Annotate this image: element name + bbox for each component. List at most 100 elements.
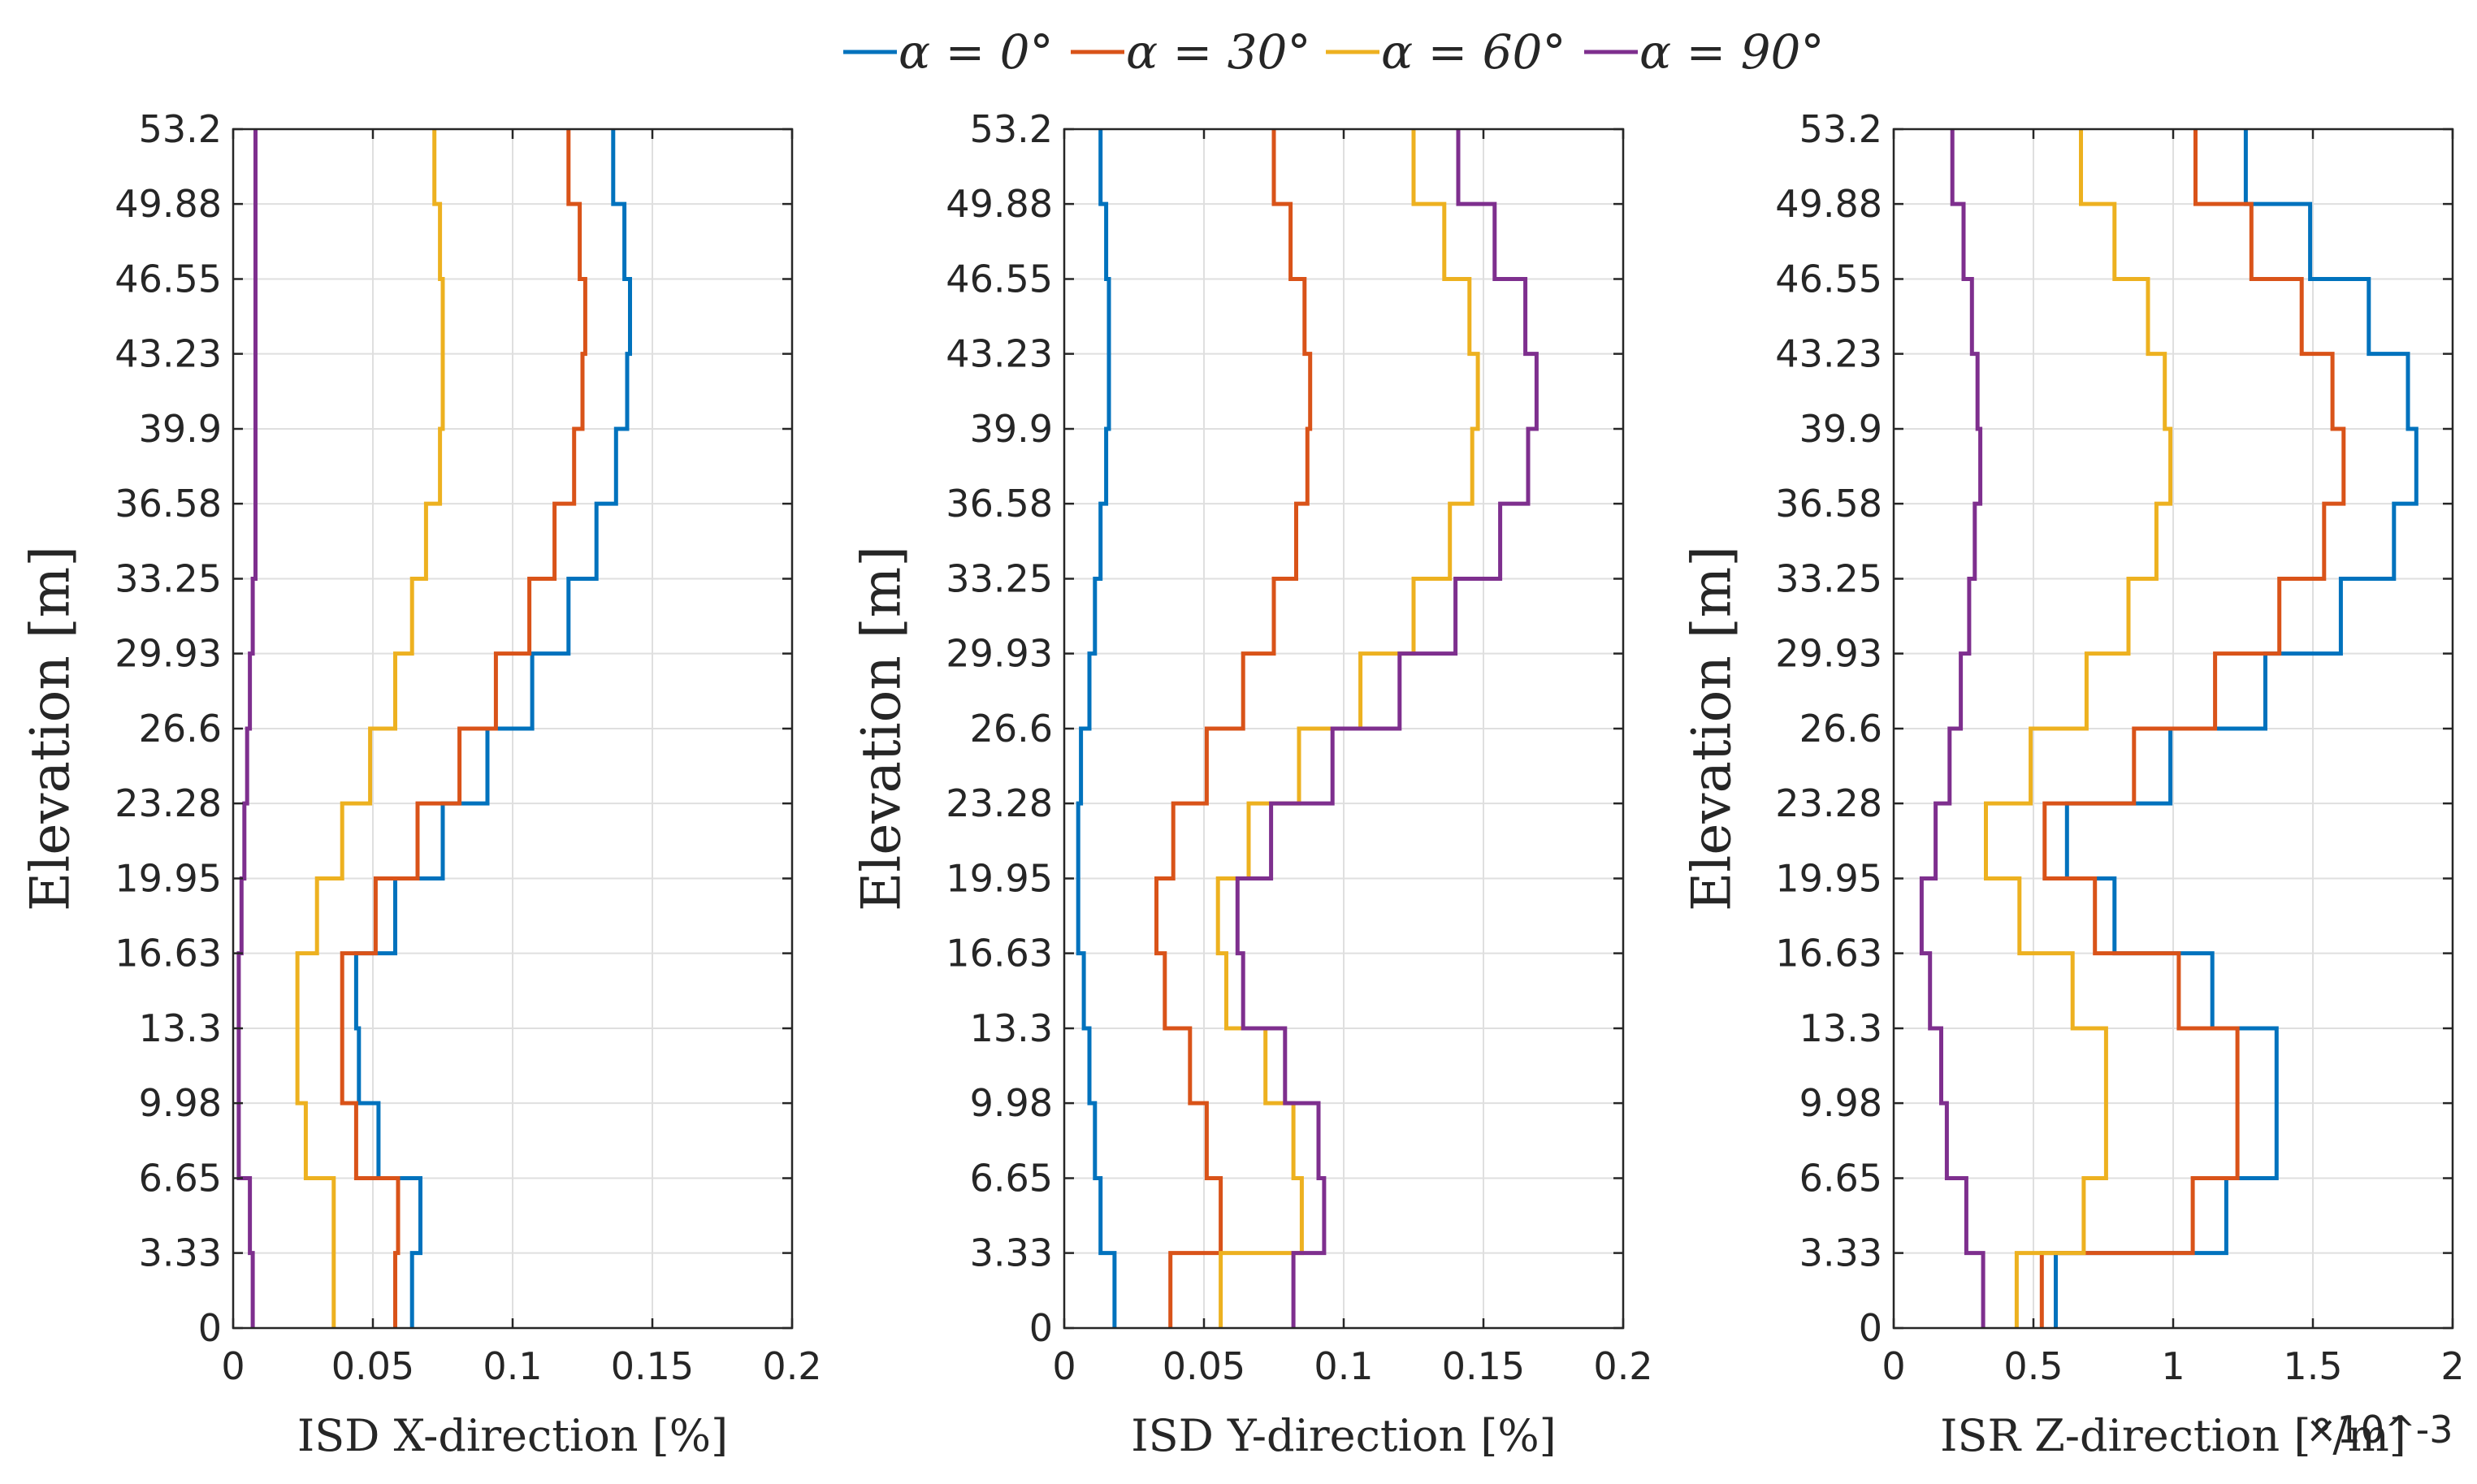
y-tick-label: 39.9 (1799, 407, 1882, 451)
x-tick-label: 0 (221, 1344, 245, 1388)
y-tick-label: 46.55 (946, 257, 1053, 301)
y-tick-label: 23.28 (946, 781, 1053, 825)
series-line-α = 60° (295, 129, 445, 1328)
y-tick-label: 33.25 (115, 557, 222, 601)
series-line-α = 30° (340, 129, 587, 1328)
y-tick-label: 53.2 (139, 107, 222, 151)
x-tick-label: 0.15 (611, 1344, 694, 1388)
y-tick-label: 23.28 (1775, 781, 1882, 825)
x-tick-label: 0 (1882, 1344, 1905, 1388)
y-tick-label: 9.98 (139, 1081, 222, 1125)
y-tick-label: 29.93 (115, 632, 222, 676)
y-tick-label: 13.3 (970, 1006, 1053, 1050)
y-tick-label: 3.33 (139, 1231, 222, 1275)
y-tick-label: 26.6 (1799, 707, 1882, 751)
y-tick-label: 0 (198, 1306, 222, 1350)
y-tick-label: 3.33 (1799, 1231, 1882, 1275)
legend: α = 0° α = 30° α = 60° α = 90° (843, 24, 1824, 80)
x-tick-label: 0.5 (2003, 1344, 2063, 1388)
y-tick-label: 26.6 (139, 707, 222, 751)
x-axis-label: ISD X-direction [%] (297, 1410, 728, 1461)
y-tick-label: 29.93 (946, 632, 1053, 676)
y-tick-label: 43.23 (946, 332, 1053, 376)
y-tick-label: 6.65 (970, 1157, 1053, 1201)
y-tick-label: 39.9 (139, 407, 222, 451)
series-line-α = 0° (1076, 129, 1117, 1328)
y-tick-label: 46.55 (115, 257, 222, 301)
legend-label: α = 0° (899, 24, 1054, 80)
y-tick-label: 29.93 (1775, 632, 1882, 676)
x-tick-label: 0.2 (1593, 1344, 1652, 1388)
y-tick-label: 26.6 (970, 707, 1053, 751)
y-tick-label: 9.98 (970, 1081, 1053, 1125)
y-tick-label: 46.55 (1775, 257, 1882, 301)
y-tick-label: 9.98 (1799, 1081, 1882, 1125)
x-tick-label: 2 (2440, 1344, 2464, 1388)
legend-item: α = 90° (1584, 24, 1824, 80)
chart-panel-2: 0 3.33 6.65 9.98 13.3 16.63 19.95 23.28 26.6 29.9… (851, 107, 1653, 1461)
legend-item: α = 30° (1071, 24, 1310, 80)
y-tick-label: 13.3 (139, 1006, 222, 1050)
y-tick-label: 53.2 (1799, 107, 1882, 151)
y-tick-label: 53.2 (970, 107, 1053, 151)
y-tick-label: 16.63 (1775, 932, 1882, 976)
y-tick-label: 33.25 (1775, 557, 1882, 601)
y-tick-label: 13.3 (1799, 1006, 1882, 1050)
plots: 03.336.659.9813.316.6319.9523.2826.629.9… (19, 107, 2465, 1461)
series-group (1076, 129, 1539, 1328)
y-axis-label: Elevation [m] (1681, 546, 1743, 911)
ticks (1892, 128, 2454, 1330)
y-tick-label: 49.88 (115, 182, 222, 226)
legend-label: α = 60° (1381, 24, 1565, 80)
x-tick-label: 1.5 (2283, 1344, 2342, 1388)
ticks (1063, 128, 1625, 1330)
x-tick-label: 0 (1052, 1344, 1076, 1388)
legend-label: α = 30° (1126, 24, 1310, 80)
x-tick-label: 0.05 (1163, 1344, 1245, 1388)
legend-label: α = 90° (1639, 24, 1824, 80)
legend-item: α = 60° (1326, 24, 1565, 80)
series-group (1919, 129, 2419, 1328)
y-tick-label: 36.58 (115, 482, 222, 526)
x-tick-label: 0.15 (1442, 1344, 1525, 1388)
y-tick-label: 16.63 (946, 932, 1053, 976)
x-tick-label: 0.05 (331, 1344, 414, 1388)
series-line-α = 30° (2039, 129, 2346, 1328)
series-line-α = 0° (353, 129, 632, 1328)
y-tick-label: 0 (1029, 1306, 1053, 1350)
x-tick-label: 0.2 (762, 1344, 821, 1388)
y-axis-label: Elevation [m] (19, 546, 82, 911)
y-tick-label: 6.65 (139, 1157, 222, 1201)
series-line-α = 60° (1984, 129, 2173, 1328)
y-tick-label: 0 (1859, 1306, 1882, 1350)
y-axis-label: Elevation [m] (851, 546, 913, 911)
y-tick-label: 19.95 (946, 857, 1053, 901)
y-tick-label: 23.28 (115, 781, 222, 825)
ticks (232, 128, 794, 1330)
series-line-α = 90° (1235, 129, 1539, 1328)
y-tick-label: 36.58 (1775, 482, 1882, 526)
series-line-α = 30° (1154, 129, 1313, 1328)
y-tick-label: 43.23 (115, 332, 222, 376)
y-tick-label: 43.23 (1775, 332, 1882, 376)
series-line-α = 0° (2054, 129, 2419, 1328)
y-tick-label: 49.88 (946, 182, 1053, 226)
x-axis-label: ISR Z-direction [°/m] (1940, 1410, 2406, 1461)
y-tick-label: 6.65 (1799, 1157, 1882, 1201)
chart-panel-1: 0 3.33 6.65 9.98 13.3 16.63 19.95 23.28 26.6 29.9… (19, 107, 822, 1461)
x-tick-label: 0.1 (1314, 1344, 1373, 1388)
legend-item: α = 0° (843, 24, 1054, 80)
y-tick-label: 33.25 (946, 557, 1053, 601)
x-axis-exponent: ×10^-3 (2306, 1408, 2453, 1452)
y-tick-label: 16.63 (115, 932, 222, 976)
y-tick-label: 49.88 (1775, 182, 1882, 226)
x-tick-label: 0.1 (483, 1344, 542, 1388)
y-tick-label: 3.33 (970, 1231, 1053, 1275)
x-axis-label: ISD Y-direction [%] (1131, 1410, 1556, 1461)
series-line-α = 90° (1919, 129, 1985, 1328)
y-tick-label: 39.9 (970, 407, 1053, 451)
y-tick-label: 19.95 (115, 857, 222, 901)
y-tick-label: 19.95 (1775, 857, 1882, 901)
chart-panel-3: 0 3.33 6.65 9.98 13.3 16.63 19.95 23.28 26.6 29.9… (1681, 107, 2465, 1461)
